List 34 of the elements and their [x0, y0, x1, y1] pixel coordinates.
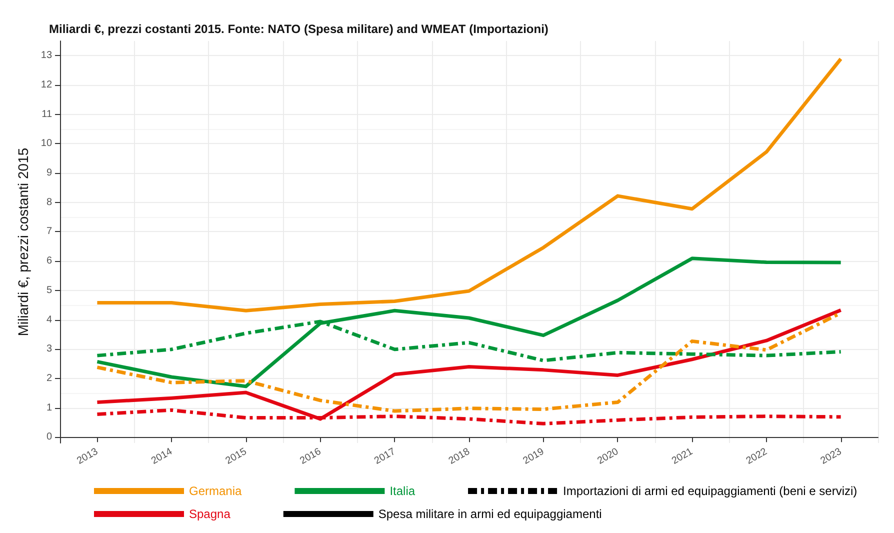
- y-tick-label: 13: [40, 50, 52, 62]
- y-axis-title: Miliardi €, prezzi costanti 2015: [15, 148, 31, 336]
- x-tick-label: 2017: [372, 446, 398, 467]
- y-tick-label: 9: [46, 168, 52, 179]
- x-tick-label: 2018: [447, 446, 472, 467]
- x-tick-label: 2021: [670, 446, 696, 467]
- x-tick-label: 2022: [744, 446, 770, 467]
- x-tick-label: 2019: [521, 446, 547, 467]
- text: Germania: [189, 484, 242, 498]
- y-tick-label: 3: [46, 344, 52, 355]
- legend-label: Importazioni di armi ed equipaggiamenti (beni e servizi): [563, 484, 858, 498]
- x-tick-label: 2013: [75, 446, 100, 467]
- y-tick-label: 10: [40, 138, 52, 150]
- text: Spagna: [189, 507, 231, 521]
- y-tick-label: 0: [46, 432, 52, 443]
- chart-title: Miliardi €, prezzi costanti 2015. Fonte: NATO (Spesa militare) and WMEAT (Importazioni): [49, 22, 548, 36]
- x-tick-label: 2023: [818, 446, 844, 467]
- y-tick-label: 2: [46, 372, 52, 384]
- y-tick-label: 5: [46, 284, 52, 296]
- x-tick-label: 2020: [596, 446, 621, 467]
- legend-label: Spesa militare in armi ed equipaggiamenti: [378, 507, 602, 521]
- y-tick-label: 4: [46, 314, 52, 326]
- line-series: [95, 256, 843, 388]
- y-tick-label: 6: [46, 256, 52, 267]
- x-tick-label: 2015: [224, 446, 250, 467]
- y-tick-label: 8: [46, 196, 52, 208]
- line-series: [95, 57, 843, 312]
- y-tick-label: 12: [40, 80, 52, 91]
- y-tick-label: 7: [46, 226, 52, 238]
- x-tick-label: 2016: [298, 446, 324, 467]
- y-tick-label: 1: [46, 402, 52, 414]
- x-tick-label: 2014: [150, 446, 175, 467]
- y-tick-label: 11: [42, 108, 52, 120]
- text: Italia: [390, 484, 416, 498]
